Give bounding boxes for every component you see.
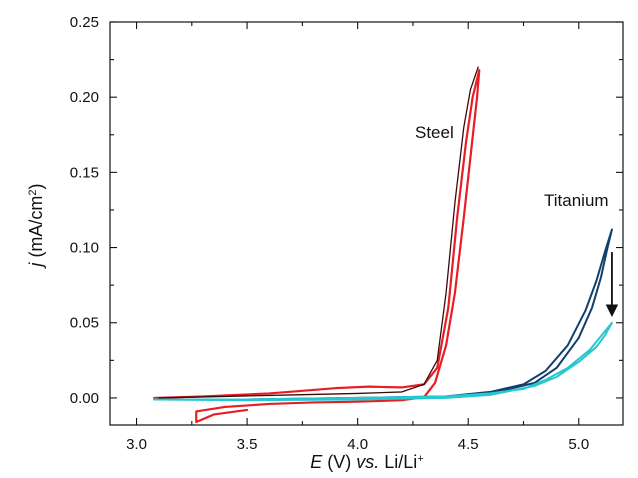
series-layer: [153, 66, 613, 424]
x-tick-label: 4.0: [347, 436, 368, 453]
series-line-2: [158, 66, 479, 399]
series-line-1: [153, 69, 481, 424]
x-tick-label: 5.0: [568, 436, 589, 453]
y-tick-label: 0.25: [70, 14, 99, 31]
plot-frame: [109, 21, 624, 426]
y-tick-label: 0.15: [70, 164, 99, 181]
titanium-label: Titanium: [544, 191, 609, 210]
y-axis-title-group: j (mA/cm2): [26, 183, 46, 269]
y-tick-label: 0.20: [70, 89, 99, 106]
y-tick-label: 0.10: [70, 240, 99, 257]
y-tick-label: 0.00: [70, 390, 99, 407]
label-layer: 0.00 0.05 0.10 0.15 0.20 0.25 3.0 3.5 4.0 4.5 5.0 E…: [26, 14, 589, 472]
plot-border: [109, 21, 624, 426]
series-line-4: [153, 321, 613, 402]
x-tick-label: 3.5: [237, 436, 258, 453]
steel-label: Steel: [415, 123, 454, 142]
x-tick-label: 3.0: [126, 436, 147, 453]
x-tick-label: 4.5: [458, 436, 479, 453]
y-tick-label: 0.05: [70, 315, 99, 332]
annotation-layer: Steel Titanium: [415, 123, 619, 318]
y-axis-title: j (mA/cm2): [26, 183, 46, 269]
x-axis-title: E (V) vs. Li/Li+: [310, 452, 424, 472]
axis-layer: [110, 21, 623, 425]
